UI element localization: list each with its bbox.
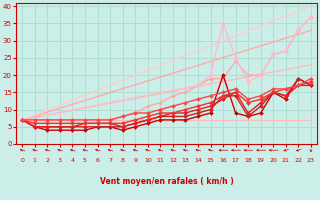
X-axis label: Vent moyen/en rafales ( km/h ): Vent moyen/en rafales ( km/h ) bbox=[100, 177, 234, 186]
